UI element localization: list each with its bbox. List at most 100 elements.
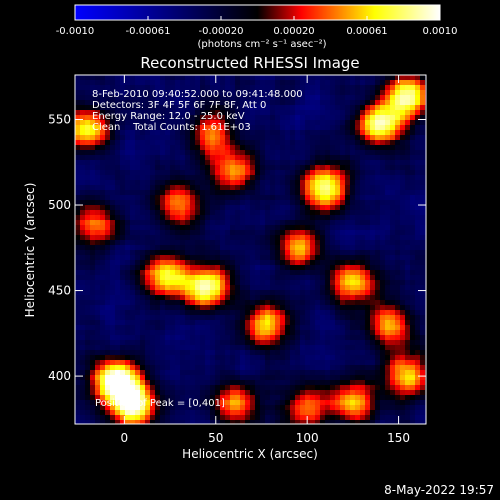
heatmap-cell: [140, 175, 145, 180]
heatmap-cell: [145, 140, 150, 145]
heatmap-cell: [330, 300, 335, 305]
heatmap-cell: [335, 110, 340, 115]
heatmap-cell: [255, 225, 260, 230]
heatmap-cell: [110, 205, 115, 210]
heatmap-cell: [145, 270, 150, 275]
heatmap-cell: [120, 285, 125, 290]
heatmap-cell: [115, 180, 120, 185]
heatmap-cell: [290, 185, 295, 190]
heatmap-cell: [265, 200, 270, 205]
heatmap-cell: [115, 190, 120, 195]
heatmap-cell: [240, 400, 245, 405]
heatmap-cell: [405, 300, 410, 305]
heatmap-cell: [230, 340, 235, 345]
heatmap-cell: [100, 220, 105, 225]
heatmap-cell: [330, 210, 335, 215]
heatmap-cell: [210, 345, 215, 350]
heatmap-cell: [90, 235, 95, 240]
heatmap-cell: [300, 410, 305, 415]
heatmap-cell: [370, 390, 375, 395]
heatmap-cell: [130, 225, 135, 230]
heatmap-cell: [380, 335, 385, 340]
heatmap-cell: [95, 185, 100, 190]
heatmap-cell: [205, 220, 210, 225]
heatmap-cell: [190, 355, 195, 360]
heatmap-cell: [340, 130, 345, 135]
heatmap-cell: [260, 140, 265, 145]
heatmap-cell: [120, 160, 125, 165]
heatmap-cell: [295, 220, 300, 225]
heatmap-cell: [270, 375, 275, 380]
heatmap-cell: [115, 185, 120, 190]
heatmap-cell: [105, 225, 110, 230]
heatmap-cell: [260, 75, 265, 80]
heatmap-cell: [360, 360, 365, 365]
heatmap-cell: [235, 380, 240, 385]
heatmap-cell: [235, 260, 240, 265]
heatmap-cell: [145, 195, 150, 200]
heatmap-cell: [325, 385, 330, 390]
heatmap-cell: [400, 155, 405, 160]
heatmap-cell: [235, 410, 240, 415]
heatmap-cell: [305, 120, 310, 125]
heatmap-cell: [295, 75, 300, 80]
heatmap-cell: [230, 75, 235, 80]
heatmap-cell: [320, 165, 325, 170]
heatmap-cell: [205, 135, 210, 140]
heatmap-cell: [185, 260, 190, 265]
heatmap-cell: [395, 170, 400, 175]
heatmap-cell: [390, 405, 395, 410]
heatmap-cell: [315, 170, 320, 175]
heatmap-cell: [175, 370, 180, 375]
heatmap-cell: [350, 250, 355, 255]
heatmap-cell: [230, 175, 235, 180]
heatmap-cell: [135, 325, 140, 330]
heatmap-cell: [85, 220, 90, 225]
heatmap-cell: [220, 380, 225, 385]
heatmap-cell: [180, 180, 185, 185]
heatmap-cell: [160, 165, 165, 170]
heatmap-cell: [350, 130, 355, 135]
heatmap-cell: [280, 285, 285, 290]
heatmap-cell: [405, 310, 410, 315]
heatmap-cell: [335, 155, 340, 160]
heatmap-cell: [330, 385, 335, 390]
heatmap-cell: [140, 230, 145, 235]
heatmap-cell: [380, 400, 385, 405]
heatmap-cell: [90, 355, 95, 360]
heatmap-cell: [295, 145, 300, 150]
heatmap-cell: [375, 170, 380, 175]
heatmap-cell: [320, 410, 325, 415]
heatmap-cell: [325, 95, 330, 100]
heatmap-cell: [410, 335, 415, 340]
heatmap-cell: [415, 400, 420, 405]
heatmap-cell: [105, 195, 110, 200]
heatmap-cell: [180, 80, 185, 85]
heatmap-cell: [375, 415, 380, 420]
heatmap-cell: [315, 95, 320, 100]
heatmap-cell: [175, 325, 180, 330]
heatmap-cell: [340, 325, 345, 330]
heatmap-cell: [415, 230, 420, 235]
heatmap-cell: [405, 180, 410, 185]
heatmap-cell: [80, 75, 85, 80]
heatmap-cell: [195, 285, 200, 290]
heatmap-cell: [235, 275, 240, 280]
heatmap-cell: [75, 235, 80, 240]
heatmap-cell: [405, 265, 410, 270]
heatmap-cell: [325, 225, 330, 230]
heatmap-cell: [265, 140, 270, 145]
heatmap-cell: [270, 105, 275, 110]
heatmap-cell: [85, 280, 90, 285]
heatmap-cell: [150, 260, 155, 265]
heatmap-cell: [185, 270, 190, 275]
heatmap-cell: [340, 315, 345, 320]
heatmap-cell: [160, 270, 165, 275]
heatmap-cell: [365, 85, 370, 90]
heatmap-cell: [335, 355, 340, 360]
heatmap-cell: [185, 140, 190, 145]
heatmap-cell: [265, 125, 270, 130]
heatmap-cell: [160, 155, 165, 160]
heatmap-cell: [120, 310, 125, 315]
heatmap-cell: [375, 275, 380, 280]
